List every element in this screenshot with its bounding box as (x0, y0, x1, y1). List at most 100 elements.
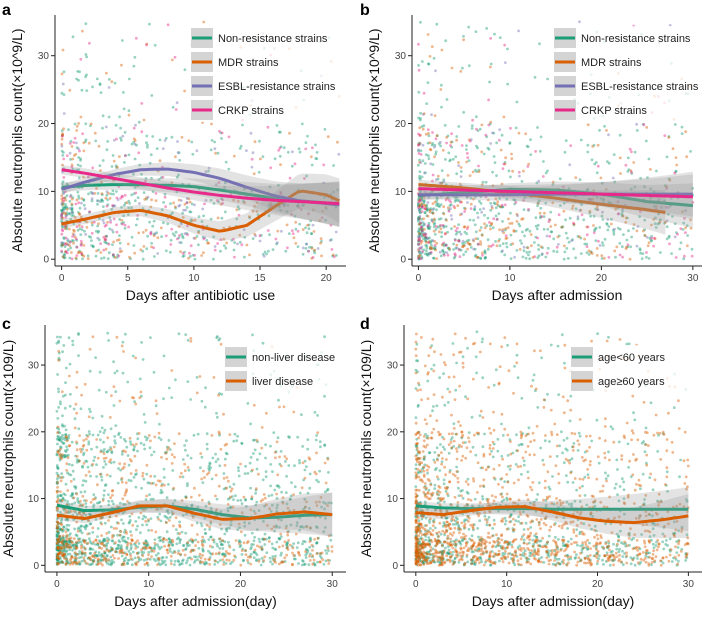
data-point (171, 59, 174, 62)
data-point (76, 497, 79, 500)
data-point (457, 125, 460, 128)
data-point (56, 410, 59, 413)
data-point (275, 541, 278, 544)
data-point (70, 546, 73, 549)
data-point (98, 547, 101, 550)
data-point (163, 476, 166, 479)
data-point (59, 490, 62, 493)
data-point (135, 443, 138, 446)
data-point (518, 175, 521, 178)
data-point (109, 416, 112, 419)
data-point (77, 164, 80, 167)
data-point (106, 332, 109, 335)
data-point (200, 478, 203, 481)
data-point (106, 205, 109, 208)
data-point (84, 502, 87, 505)
data-point (178, 234, 181, 237)
data-point (292, 547, 295, 550)
data-point (72, 343, 75, 346)
data-point (76, 191, 79, 194)
data-point (84, 207, 87, 210)
data-point (277, 399, 280, 402)
data-point (143, 443, 146, 446)
data-point (452, 551, 455, 554)
data-point (190, 211, 193, 214)
data-point (214, 495, 217, 498)
data-point (249, 563, 252, 566)
data-point (130, 548, 133, 551)
data-point (118, 115, 121, 118)
data-point (252, 237, 255, 240)
data-point (479, 240, 482, 243)
data-point (546, 78, 549, 81)
data-point (513, 365, 516, 368)
data-point (202, 251, 205, 254)
data-point (62, 49, 65, 52)
data-point (204, 386, 207, 389)
data-point (164, 196, 167, 199)
data-point (263, 555, 266, 558)
data-point (210, 123, 213, 126)
data-point (262, 559, 265, 562)
data-point (316, 552, 319, 555)
data-point (434, 249, 437, 252)
data-point (327, 488, 330, 491)
data-point (462, 355, 465, 358)
data-point (60, 457, 63, 460)
data-point (600, 177, 603, 180)
data-point (148, 221, 151, 224)
y-tick-label: 30 (38, 51, 50, 62)
data-point (306, 438, 309, 441)
data-point (470, 203, 473, 206)
data-point (117, 482, 120, 485)
data-point (286, 224, 289, 227)
data-point (181, 531, 184, 534)
data-point (147, 529, 150, 532)
data-point (533, 255, 536, 258)
data-point (160, 227, 163, 230)
data-point (124, 154, 127, 157)
data-point (85, 56, 88, 59)
data-point (120, 219, 123, 222)
data-point (316, 537, 319, 540)
data-point (550, 344, 553, 347)
data-point (73, 408, 76, 411)
data-point (83, 244, 86, 247)
data-point (227, 480, 230, 483)
data-point (425, 233, 428, 236)
data-point (180, 472, 183, 475)
data-point (466, 248, 469, 251)
data-point (562, 536, 565, 539)
data-point (110, 193, 113, 196)
data-point (520, 473, 523, 476)
data-point (99, 242, 102, 245)
data-point (112, 154, 115, 157)
data-point (512, 229, 515, 232)
data-point (199, 561, 202, 564)
data-point (155, 531, 158, 534)
data-point (689, 150, 692, 153)
data-point (649, 168, 652, 171)
data-point (169, 550, 172, 553)
data-point (251, 469, 254, 472)
data-point (526, 165, 529, 168)
data-point (480, 151, 483, 154)
data-point (509, 212, 512, 215)
data-point (642, 252, 645, 255)
data-point (144, 436, 147, 439)
data-point (648, 476, 651, 479)
data-point (99, 501, 102, 504)
data-point (560, 430, 563, 433)
data-point (57, 406, 60, 409)
data-point (162, 201, 165, 204)
data-point (505, 234, 508, 237)
data-point (442, 242, 445, 245)
data-point (187, 139, 190, 142)
data-point (271, 543, 274, 546)
data-point (302, 253, 305, 256)
data-point (271, 494, 274, 497)
data-point (157, 518, 160, 521)
data-point (487, 147, 490, 150)
data-point (319, 561, 322, 564)
data-point (490, 63, 493, 66)
